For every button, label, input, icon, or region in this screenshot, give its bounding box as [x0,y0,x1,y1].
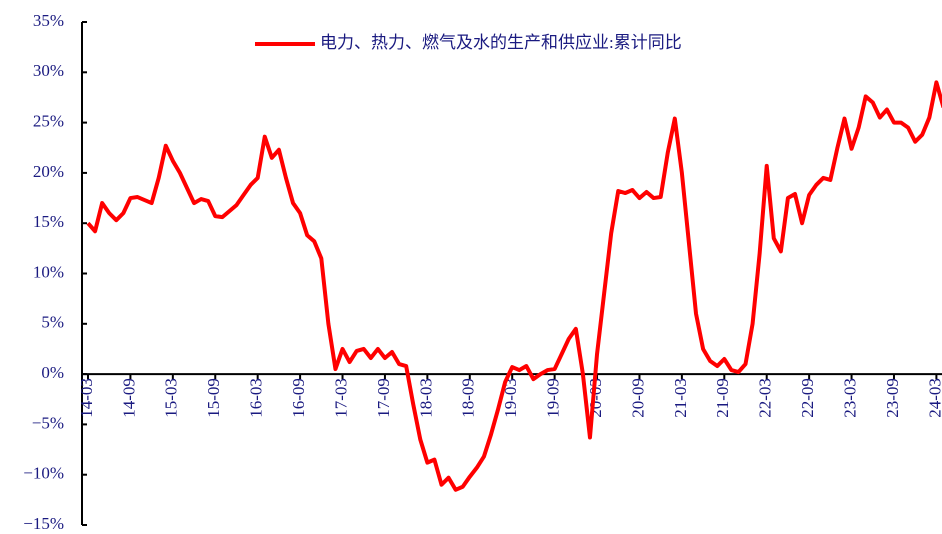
y-tick-label: 5% [41,313,64,332]
x-tick-label: 19-03 [501,378,520,418]
x-tick-label: 15-03 [162,378,181,418]
x-tick-label: 22-03 [756,378,775,418]
x-tick-label: 18-03 [416,378,435,418]
y-tick-label: −10% [23,464,64,483]
y-tick-label: −15% [23,514,64,533]
x-tick-label: 19-09 [544,378,563,418]
x-tick-label: 23-09 [883,378,902,418]
y-tick-label: 10% [33,262,64,281]
x-tick-label: 14-03 [77,378,96,418]
x-tick-label: 18-09 [459,378,478,418]
x-tick-label: 23-03 [840,378,859,418]
y-tick-label: 0% [41,363,64,382]
x-tick-label: 14-09 [119,378,138,418]
y-tick-label: 15% [33,212,64,231]
x-tick-label: 16-09 [289,378,308,418]
x-tick-label: 16-03 [247,378,266,418]
x-tick-label: 17-09 [374,378,393,418]
data-line [86,80,942,492]
y-tick-label: −5% [32,413,64,432]
y-tick-label: 35% [33,11,64,30]
x-tick-label: 15-09 [204,378,223,418]
y-tick-label: 25% [33,112,64,131]
legend-label: 电力、热力、燃气及水的生产和供应业:累计同比 [320,33,682,52]
x-tick-label: 20-09 [628,378,647,418]
y-tick-label: 20% [33,162,64,181]
y-tick-label: 30% [33,61,64,80]
x-tick-label: 21-03 [671,378,690,418]
x-tick-label: 17-03 [331,378,350,418]
x-tick-label: 21-09 [713,378,732,418]
x-tick-label: 24-03 [925,378,942,418]
x-tick-label: 22-09 [798,378,817,418]
